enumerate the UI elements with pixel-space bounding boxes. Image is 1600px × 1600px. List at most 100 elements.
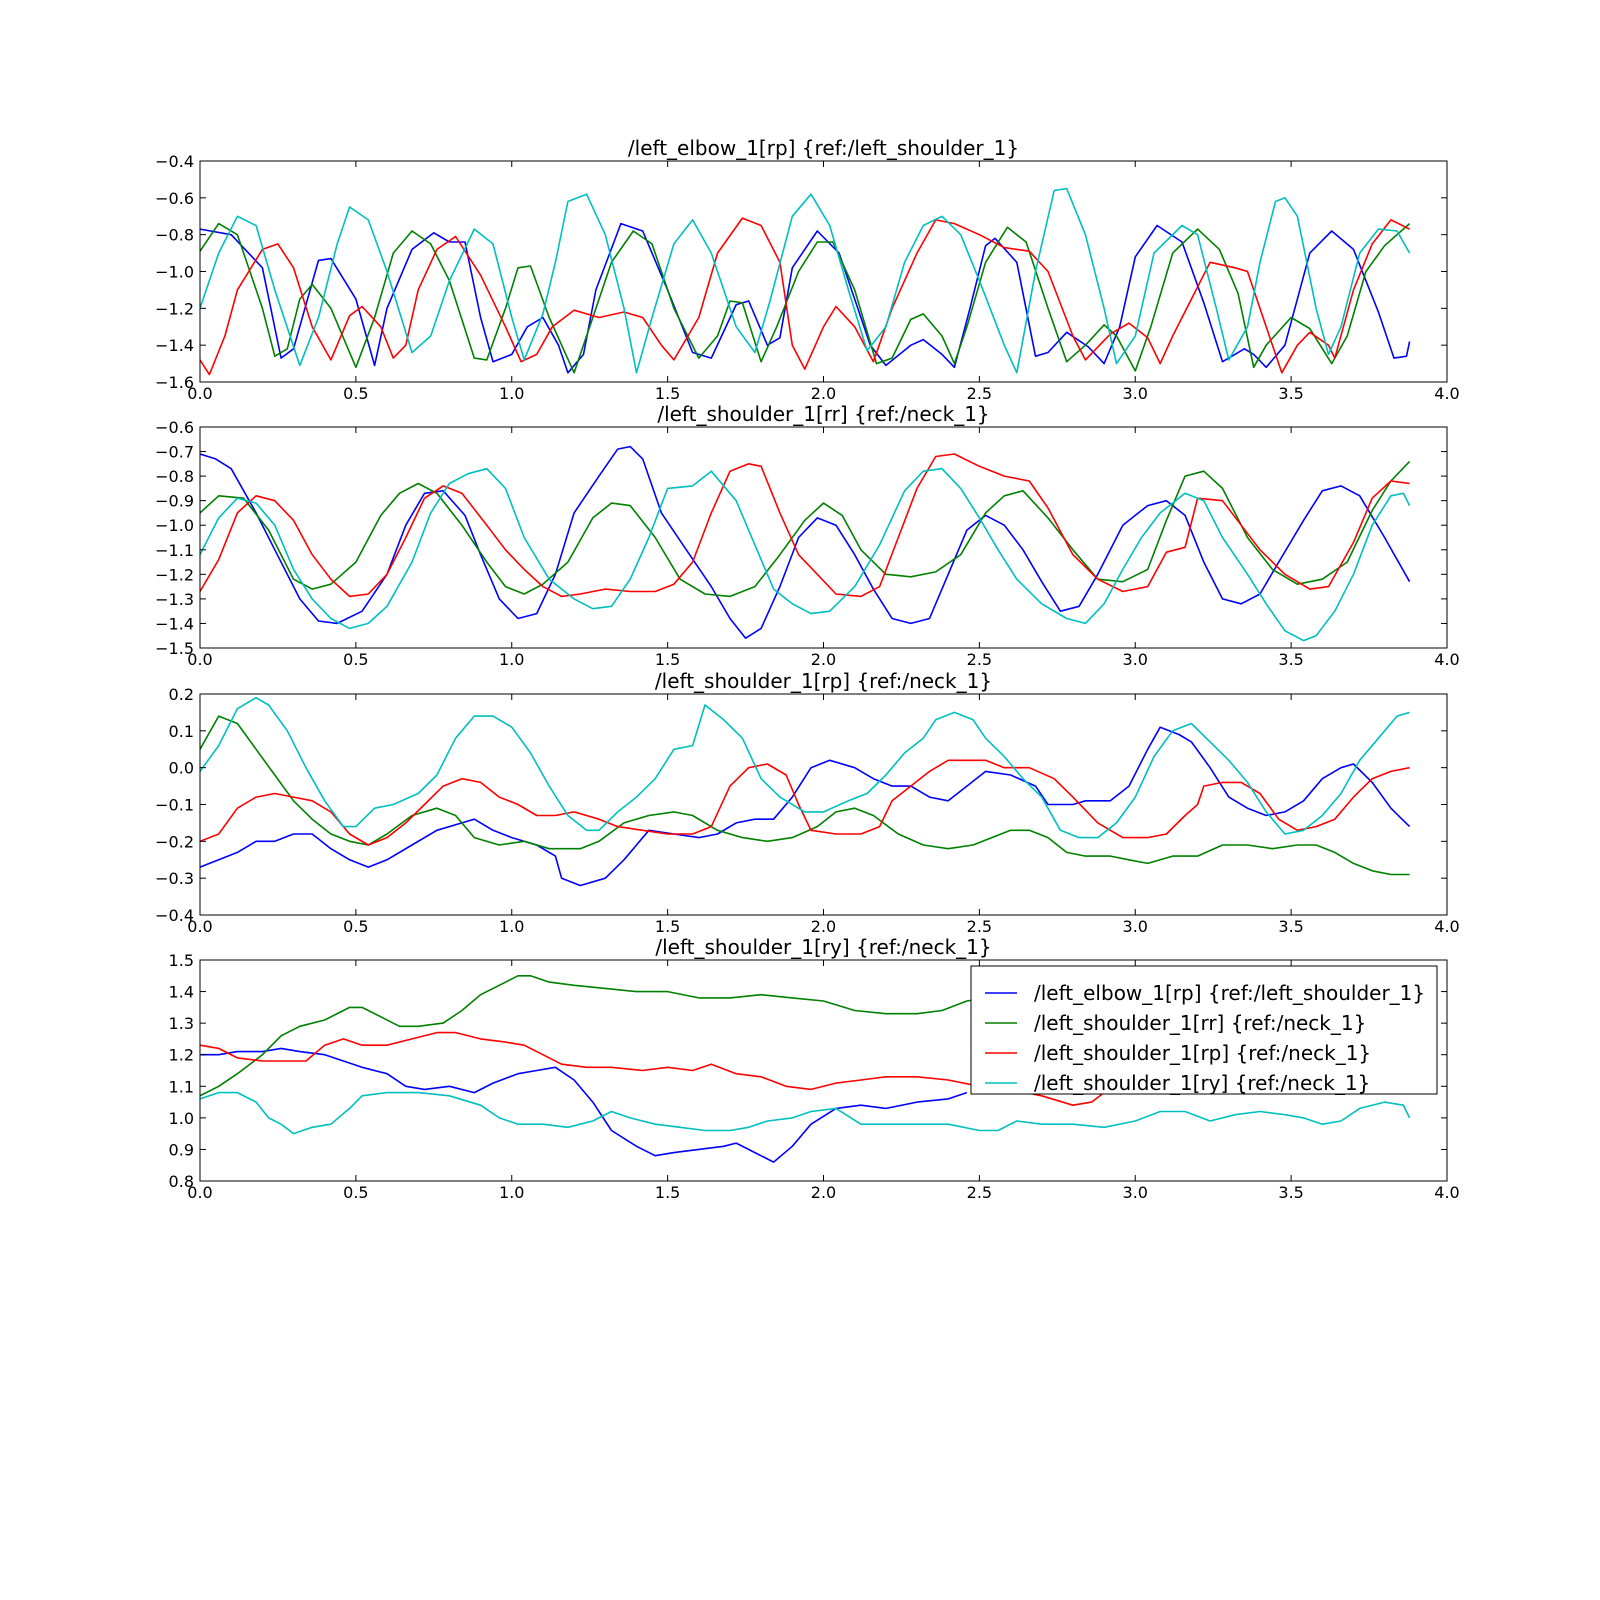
y-tick-label: 1.0 bbox=[169, 1109, 194, 1128]
subplot-title: /left_elbow_1[rp] {ref:/left_shoulder_1} bbox=[628, 136, 1019, 160]
x-tick-label: 1.5 bbox=[655, 917, 680, 936]
legend-entry: /left_shoulder_1[ry] {ref:/neck_1} bbox=[985, 1071, 1370, 1095]
y-tick-label: −0.3 bbox=[155, 869, 194, 888]
series-line bbox=[200, 975, 986, 1097]
x-tick-label: 0.0 bbox=[187, 384, 212, 403]
y-tick-label: −0.8 bbox=[155, 226, 194, 245]
series-line bbox=[200, 696, 1410, 839]
series-line bbox=[200, 1047, 968, 1163]
series-line bbox=[200, 445, 1411, 639]
series-line bbox=[200, 1091, 1411, 1135]
x-tick-label: 0.0 bbox=[187, 650, 212, 669]
x-tick-label: 0.0 bbox=[187, 917, 212, 936]
y-tick-label: 0.9 bbox=[169, 1140, 194, 1159]
x-tick-label: 3.5 bbox=[1278, 650, 1303, 669]
y-tick-label: −0.1 bbox=[155, 796, 194, 815]
x-tick-label: 2.0 bbox=[811, 650, 836, 669]
x-tick-label: 4.0 bbox=[1434, 1183, 1459, 1202]
x-tick-label: 2.5 bbox=[967, 917, 992, 936]
x-tick-label: 1.0 bbox=[499, 650, 524, 669]
legend-label: /left_shoulder_1[rr] {ref:/neck_1} bbox=[1034, 1011, 1366, 1035]
x-tick-label: 1.0 bbox=[499, 1183, 524, 1202]
x-tick-label: 1.5 bbox=[655, 650, 680, 669]
y-tick-label: −0.2 bbox=[155, 832, 194, 851]
legend-label: /left_shoulder_1[rp] {ref:/neck_1} bbox=[1034, 1041, 1371, 1065]
x-tick-label: 0.5 bbox=[343, 650, 368, 669]
series-group bbox=[200, 187, 1411, 376]
x-tick-label: 2.0 bbox=[811, 917, 836, 936]
y-tick-label: −1.6 bbox=[155, 373, 194, 392]
x-tick-label: 2.0 bbox=[811, 384, 836, 403]
x-tick-label: 3.5 bbox=[1278, 384, 1303, 403]
legend-frame bbox=[970, 965, 1438, 1095]
y-tick-label: 1.1 bbox=[169, 1077, 194, 1096]
series-line bbox=[200, 222, 1411, 374]
x-tick-label: 1.5 bbox=[655, 1183, 680, 1202]
series-line bbox=[200, 187, 1411, 374]
x-tick-label: 1.0 bbox=[499, 917, 524, 936]
y-tick-label: −1.1 bbox=[155, 541, 194, 560]
series-group bbox=[200, 975, 1411, 1163]
y-tick-label: 0.1 bbox=[169, 722, 194, 741]
x-tick-label: 3.0 bbox=[1123, 1183, 1148, 1202]
series-line bbox=[200, 460, 1411, 598]
x-tick-label: 4.0 bbox=[1434, 650, 1459, 669]
x-tick-label: 3.5 bbox=[1278, 1183, 1303, 1202]
y-tick-label: −0.6 bbox=[155, 418, 194, 437]
legend-entry: /left_shoulder_1[rp] {ref:/neck_1} bbox=[985, 1041, 1371, 1065]
x-tick-label: 0.0 bbox=[187, 1183, 212, 1202]
x-tick-label: 2.5 bbox=[967, 1183, 992, 1202]
subplot-left-elbow-rp: 0.0 0.5 1.0 1.5 2.0 2.5 3.0 3.5 4.0 −1.6 −1.4 −1.2 −… bbox=[155, 136, 1460, 403]
y-tick-label: −0.9 bbox=[155, 492, 194, 511]
x-tick-label: 3.0 bbox=[1123, 650, 1148, 669]
y-tick-label: 0.0 bbox=[169, 759, 194, 778]
legend-entry: /left_elbow_1[rp] {ref:/left_shoulder_1} bbox=[985, 981, 1425, 1005]
y-tick-label: −1.0 bbox=[155, 263, 194, 282]
legend: /left_elbow_1[rp] {ref:/left_shoulder_1}… bbox=[970, 965, 1438, 1095]
y-tick-label: 0.8 bbox=[169, 1172, 194, 1191]
series-line bbox=[200, 222, 1411, 374]
subplot-title: /left_shoulder_1[rp] {ref:/neck_1} bbox=[655, 669, 992, 693]
x-tick-label: 2.0 bbox=[811, 1183, 836, 1202]
series-group bbox=[200, 445, 1411, 642]
subplot-left-shoulder-rp: 0.0 0.5 1.0 1.5 2.0 2.5 3.0 3.5 4.0 −0.4 −0.3 −0.2 −… bbox=[155, 669, 1460, 936]
x-tick-label: 0.5 bbox=[343, 917, 368, 936]
series-group bbox=[200, 696, 1411, 887]
x-tick-label: 2.5 bbox=[967, 650, 992, 669]
y-tick-label: −0.6 bbox=[155, 189, 194, 208]
legend-entry: /left_shoulder_1[rr] {ref:/neck_1} bbox=[985, 1011, 1366, 1035]
legend-label: /left_shoulder_1[ry] {ref:/neck_1} bbox=[1034, 1071, 1370, 1095]
subplot-title: /left_shoulder_1[ry] {ref:/neck_1} bbox=[655, 935, 991, 959]
y-tick-label: −1.4 bbox=[155, 336, 194, 355]
y-tick-label: 1.5 bbox=[169, 951, 194, 970]
series-line bbox=[200, 217, 1410, 376]
series-line bbox=[200, 467, 1411, 642]
y-tick-label: 1.3 bbox=[169, 1014, 194, 1033]
y-tick-label: −1.5 bbox=[155, 639, 194, 658]
x-tick-label: 3.5 bbox=[1278, 917, 1303, 936]
series-line bbox=[200, 1031, 1105, 1106]
subplot-left-shoulder-ry: 0.0 0.5 1.0 1.5 2.0 2.5 3.0 3.5 4.0 0.8 0.9 1.0 1.1 1… bbox=[169, 935, 1460, 1202]
y-tick-label: −1.4 bbox=[155, 614, 194, 633]
x-tick-label: 1.0 bbox=[499, 384, 524, 403]
series-line bbox=[200, 759, 1410, 846]
y-tick-label: 0.2 bbox=[169, 685, 194, 704]
x-tick-label: 2.5 bbox=[967, 384, 992, 403]
subplot-title: /left_shoulder_1[rr] {ref:/neck_1} bbox=[657, 402, 989, 426]
y-tick-label: −0.7 bbox=[155, 443, 194, 462]
y-tick-label: −0.4 bbox=[155, 152, 194, 171]
x-tick-label: 4.0 bbox=[1434, 917, 1459, 936]
y-tick-label: −1.2 bbox=[155, 299, 194, 318]
y-tick-label: −1.3 bbox=[155, 590, 194, 609]
y-tick-label: −0.4 bbox=[155, 906, 194, 925]
x-tick-label: 1.5 bbox=[655, 384, 680, 403]
y-tick-label: −1.0 bbox=[155, 516, 194, 535]
y-tick-label: 1.4 bbox=[169, 983, 194, 1002]
x-tick-label: 3.0 bbox=[1123, 917, 1148, 936]
x-tick-label: 3.0 bbox=[1123, 384, 1148, 403]
legend-label: /left_elbow_1[rp] {ref:/left_shoulder_1} bbox=[1034, 981, 1425, 1005]
series-line bbox=[200, 715, 1410, 876]
subplot-left-shoulder-rr: 0.0 0.5 1.0 1.5 2.0 2.5 3.0 3.5 4.0 −1.5 −1.4 −1.3 −… bbox=[155, 402, 1460, 669]
x-tick-label: 0.5 bbox=[343, 1183, 368, 1202]
